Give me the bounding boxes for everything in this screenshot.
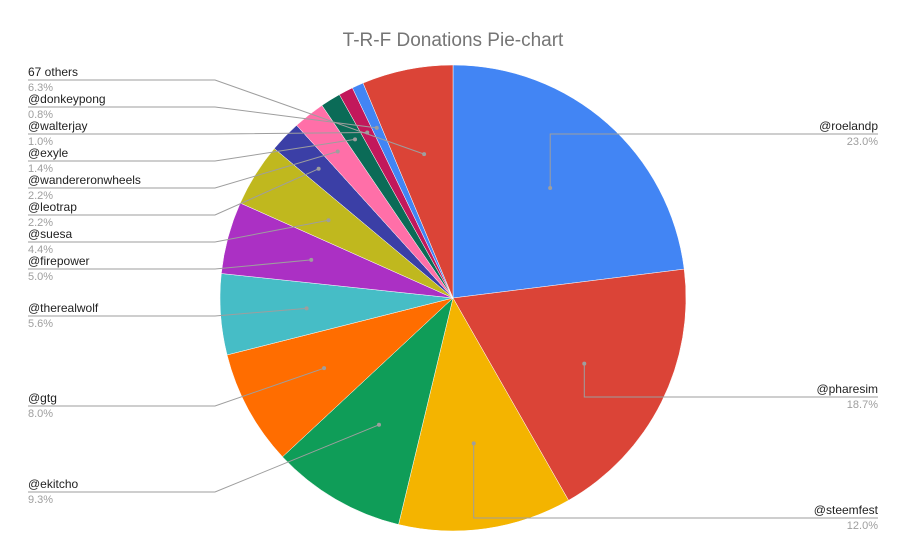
label-pct-exyle: 1.4% — [28, 163, 53, 175]
label-name-roelandp: @roelandp — [819, 119, 878, 133]
label-pct-wandereronwheels: 2.2% — [28, 190, 53, 202]
label-pct-pharesim: 18.7% — [847, 399, 878, 411]
label-name-steemfest: @steemfest — [814, 503, 879, 517]
label-name-ekitcho: @ekitcho — [28, 477, 79, 491]
label-pct-leotrap: 2.2% — [28, 217, 53, 229]
label-name-exyle: @exyle — [28, 146, 69, 160]
leader-line-leotrap — [28, 168, 319, 216]
leader-line-therealwolf — [28, 307, 307, 317]
leader-dot-leotrap — [316, 166, 321, 171]
label-name-pharesim: @pharesim — [816, 382, 878, 396]
label-name-suesa: @suesa — [28, 227, 73, 241]
leader-line-suesa — [28, 219, 329, 243]
label-pct-donkeypong: 0.8% — [28, 109, 53, 121]
label-name-firepower: @firepower — [28, 254, 90, 268]
leader-line-wandereronwheels — [28, 151, 338, 189]
leader-dot-pharesim — [582, 361, 587, 366]
label-name-gtg: @gtg — [28, 391, 57, 405]
slice-67-others — [362, 64, 454, 299]
label-pct-ekitcho: 9.3% — [28, 494, 53, 506]
leader-line-exyle — [28, 138, 356, 162]
leader-line-gtg — [28, 367, 325, 407]
leader-dot-wandereronwheels — [335, 149, 340, 154]
label-pct-firepower: 5.0% — [28, 271, 53, 283]
leader-dot-exyle — [353, 137, 358, 142]
leader-line-donkeypong — [28, 106, 377, 129]
label-name-walterjay: @walterjay — [28, 119, 88, 133]
label-name-therealwolf: @therealwolf — [28, 301, 99, 315]
label-pct-67-others: 6.3% — [28, 82, 53, 94]
slice-ekitcho — [282, 297, 454, 525]
slice-pharesim — [452, 268, 687, 501]
label-pct-roelandp: 23.0% — [847, 136, 878, 148]
leader-line-firepower — [28, 259, 312, 270]
label-pct-steemfest: 12.0% — [847, 520, 878, 532]
slice-gtg — [226, 297, 454, 458]
label-name-wandereronwheels: @wandereronwheels — [28, 173, 141, 187]
leader-line-steemfest — [473, 443, 878, 519]
leader-line-walterjay — [28, 132, 368, 135]
label-pct-suesa: 4.4% — [28, 244, 53, 256]
pie-slices — [219, 64, 687, 532]
label-name-leotrap: @leotrap — [28, 200, 77, 214]
leader-dot-firepower — [309, 257, 314, 262]
label-name-67-others: 67 others — [28, 65, 78, 79]
leader-dot-67-others — [422, 152, 427, 157]
leader-line-67-others — [28, 79, 425, 155]
slice-steemfest — [398, 297, 569, 532]
label-pct-gtg: 8.0% — [28, 408, 53, 420]
leader-line-roelandp — [549, 133, 878, 188]
slice-roelandp — [452, 64, 685, 299]
leader-line-ekitcho — [28, 424, 380, 493]
chart-title: T-R-F Donations Pie-chart — [343, 30, 564, 51]
label-pct-therealwolf: 5.6% — [28, 318, 53, 330]
leader-line-pharesim — [583, 363, 878, 398]
leader-dot-ekitcho — [377, 422, 382, 427]
label-pct-walterjay: 1.0% — [28, 136, 53, 148]
slice-labels: @roelandp 23.0% @pharesim 18.7% @steemfest 12… — [28, 65, 879, 532]
label-name-donkeypong: @donkeypong — [28, 92, 106, 106]
